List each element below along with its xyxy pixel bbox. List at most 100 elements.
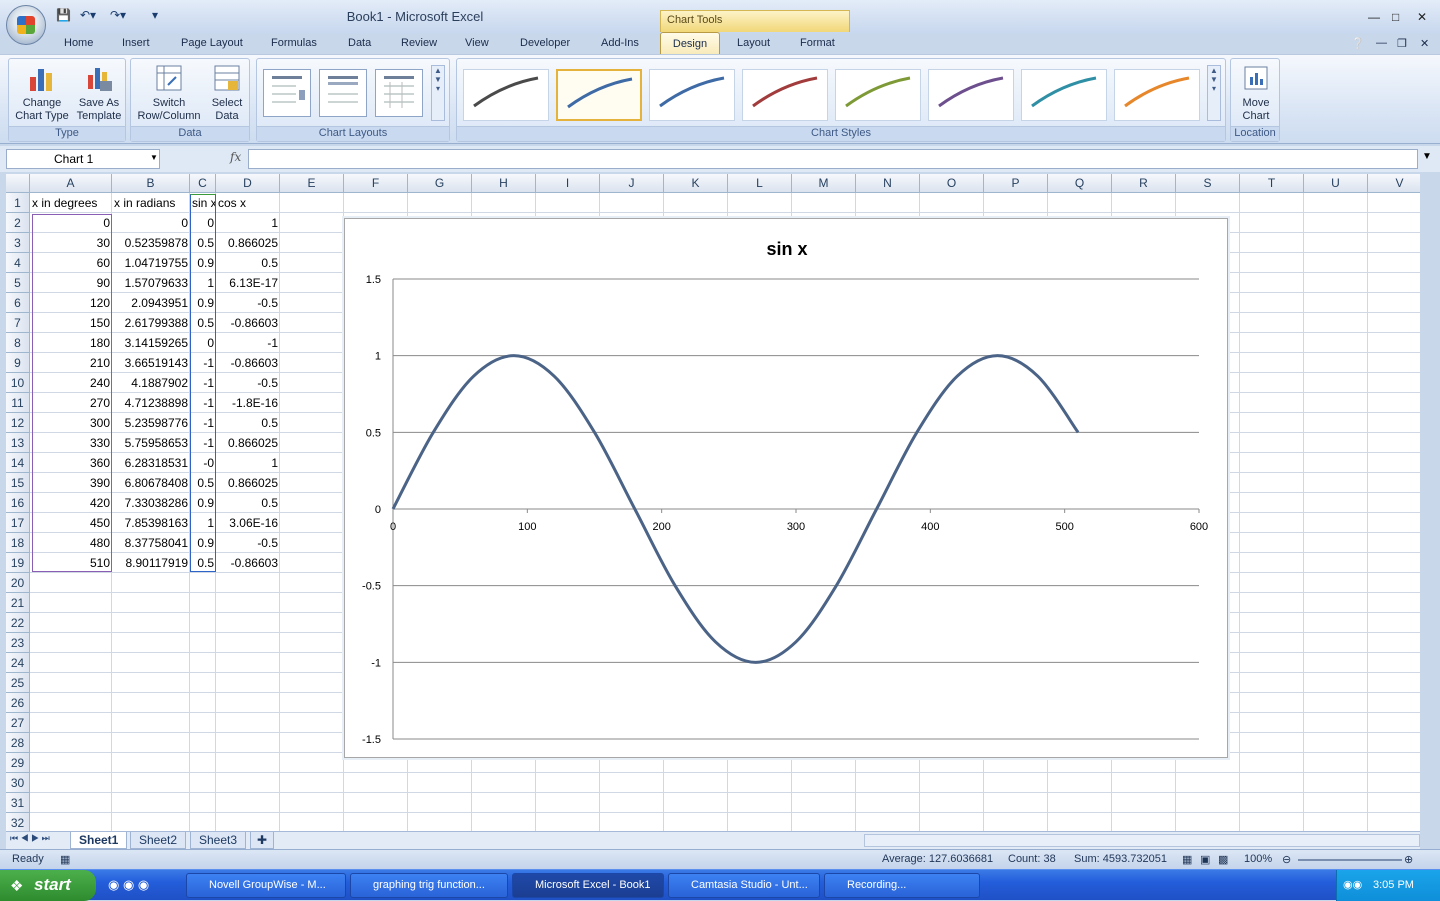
row-header-23[interactable]: 23 [6, 633, 30, 653]
row-header-5[interactable]: 5 [6, 273, 30, 293]
row-header-4[interactable]: 4 [6, 253, 30, 273]
page-break-view-icon[interactable]: ▩ [1218, 853, 1228, 866]
zoom-in-icon[interactable]: ⊕ [1404, 853, 1413, 866]
sheet-tab-2[interactable]: Sheet2 [130, 832, 186, 849]
chart-style-thumb-7[interactable] [1021, 69, 1107, 121]
cell-B3[interactable]: 0.52359878 [112, 233, 190, 253]
doc-restore-icon[interactable]: ❐ [1397, 37, 1407, 50]
cell-D13[interactable]: 0.866025 [216, 433, 280, 453]
cell-B10[interactable]: 4.1887902 [112, 373, 190, 393]
cell-D2[interactable]: 1 [216, 213, 280, 233]
row-header-19[interactable]: 19 [6, 553, 30, 573]
layout-thumb-1[interactable] [263, 69, 311, 117]
column-header-H[interactable]: H [472, 174, 536, 193]
layout-thumb-3[interactable] [375, 69, 423, 117]
row-header-31[interactable]: 31 [6, 793, 30, 813]
row-header-26[interactable]: 26 [6, 693, 30, 713]
row-header-27[interactable]: 27 [6, 713, 30, 733]
chart-style-thumb-3[interactable] [649, 69, 735, 121]
tab-data[interactable]: Data [348, 37, 371, 49]
cell-B9[interactable]: 3.66519143 [112, 353, 190, 373]
row-header-14[interactable]: 14 [6, 453, 30, 473]
tab-add-ins[interactable]: Add-Ins [601, 37, 639, 49]
cell-A1[interactable]: x in degrees [30, 193, 112, 213]
zoom-slider[interactable] [1298, 859, 1402, 861]
maximize-icon[interactable]: □ [1392, 10, 1399, 24]
cell-D15[interactable]: 0.866025 [216, 473, 280, 493]
styles-more-icon[interactable]: ▲▼▾ [1207, 65, 1221, 121]
chart-style-thumb-1[interactable] [463, 69, 549, 121]
tab-page-layout[interactable]: Page Layout [181, 37, 243, 49]
expand-formula-icon[interactable]: ▼ [1422, 151, 1432, 162]
row-header-10[interactable]: 10 [6, 373, 30, 393]
column-header-M[interactable]: M [792, 174, 856, 193]
quicklaunch-icons[interactable]: ◉ ◉ ◉ [108, 877, 149, 893]
chart-style-thumb-8[interactable] [1114, 69, 1200, 121]
column-header-S[interactable]: S [1176, 174, 1240, 193]
tray-icons[interactable]: ◉◉ [1343, 878, 1362, 891]
column-header-V[interactable]: V [1368, 174, 1420, 193]
cell-D11[interactable]: -1.8E-16 [216, 393, 280, 413]
normal-view-icon[interactable]: ▦ [1182, 853, 1192, 866]
layouts-more-icon[interactable]: ▲▼▾ [431, 65, 445, 121]
chart-style-thumb-2[interactable] [556, 69, 642, 121]
cell-D9[interactable]: -0.86603 [216, 353, 280, 373]
cell-B11[interactable]: 4.71238898 [112, 393, 190, 413]
sheet-tab-1[interactable]: Sheet1 [70, 832, 127, 849]
cell-B13[interactable]: 5.75958653 [112, 433, 190, 453]
row-header-11[interactable]: 11 [6, 393, 30, 413]
insert-function-icon[interactable]: fx [230, 150, 241, 164]
task-camtasia[interactable]: Camtasia Studio - Unt... [668, 873, 820, 898]
cell-B12[interactable]: 5.23598776 [112, 413, 190, 433]
row-header-3[interactable]: 3 [6, 233, 30, 253]
formula-input[interactable] [248, 149, 1418, 169]
cell-D17[interactable]: 3.06E-16 [216, 513, 280, 533]
column-header-D[interactable]: D [216, 174, 280, 193]
select-data-button[interactable]: Select Data [205, 63, 249, 123]
task-browser[interactable]: graphing trig function... [350, 873, 508, 898]
cell-B17[interactable]: 7.85398163 [112, 513, 190, 533]
column-header-A[interactable]: A [30, 174, 112, 193]
column-header-U[interactable]: U [1304, 174, 1368, 193]
layout-thumb-2[interactable] [319, 69, 367, 117]
column-header-O[interactable]: O [920, 174, 984, 193]
tab-formulas[interactable]: Formulas [271, 37, 317, 49]
chart-style-thumb-6[interactable] [928, 69, 1014, 121]
cell-D4[interactable]: 0.5 [216, 253, 280, 273]
row-header-32[interactable]: 32 [6, 813, 30, 831]
row-header-9[interactable]: 9 [6, 353, 30, 373]
macro-record-icon[interactable]: ▦ [60, 853, 70, 866]
cell-D8[interactable]: -1 [216, 333, 280, 353]
row-header-1[interactable]: 1 [6, 193, 30, 213]
column-header-G[interactable]: G [408, 174, 472, 193]
zoom-out-icon[interactable]: ⊖ [1282, 853, 1291, 866]
column-header-R[interactable]: R [1112, 174, 1176, 193]
office-button[interactable] [6, 5, 46, 45]
cell-D6[interactable]: -0.5 [216, 293, 280, 313]
row-header-16[interactable]: 16 [6, 493, 30, 513]
row-header-6[interactable]: 6 [6, 293, 30, 313]
cell-D7[interactable]: -0.86603 [216, 313, 280, 333]
sheet-tab-3[interactable]: Sheet3 [190, 832, 246, 849]
cell-D18[interactable]: -0.5 [216, 533, 280, 553]
column-header-C[interactable]: C [190, 174, 216, 193]
row-header-2[interactable]: 2 [6, 213, 30, 233]
save-as-template-button[interactable]: Save As Template [73, 63, 125, 123]
tab-design[interactable]: Design [660, 32, 720, 55]
close-icon[interactable]: ✕ [1417, 10, 1427, 24]
tab-review[interactable]: Review [401, 37, 437, 49]
doc-minimize-icon[interactable]: — [1376, 37, 1387, 49]
column-header-K[interactable]: K [664, 174, 728, 193]
cell-D3[interactable]: 0.866025 [216, 233, 280, 253]
row-header-18[interactable]: 18 [6, 533, 30, 553]
row-header-25[interactable]: 25 [6, 673, 30, 693]
cell-B5[interactable]: 1.57079633 [112, 273, 190, 293]
tab-home[interactable]: Home [64, 37, 93, 49]
cell-B15[interactable]: 6.80678408 [112, 473, 190, 493]
task-recording[interactable]: Recording... [824, 873, 980, 898]
cell-B1[interactable]: x in radians [112, 193, 190, 213]
sheet-nav-icons[interactable]: ⏮ ◀ ▶ ⏭ [10, 833, 50, 844]
name-box[interactable]: Chart 1 [6, 149, 160, 169]
change-chart-type-button[interactable]: Change Chart Type [13, 63, 71, 123]
tab-insert[interactable]: Insert [122, 37, 150, 49]
